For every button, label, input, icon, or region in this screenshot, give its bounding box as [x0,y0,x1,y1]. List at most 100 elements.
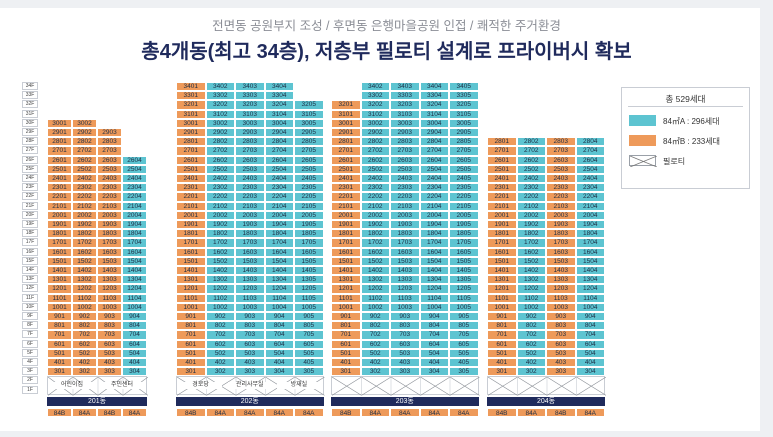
pilotis-facility-label: 경로당 [179,382,223,390]
unit-cell: 1604 [575,247,605,257]
unit-cell: 504 [419,348,449,358]
unit-cell: 1104 [122,293,147,303]
unit-cell: 3001 [47,118,72,128]
unit-cell: 3101 [331,109,361,119]
unit-cell: 502 [360,348,390,358]
unit-cell: 2402 [72,174,97,184]
unit-cell: 1804 [419,229,449,239]
unit-cell: 401 [47,358,72,368]
unit-cell: 801 [47,321,72,331]
unit-cell: 1904 [264,220,294,230]
unit-cell: 1804 [575,229,605,239]
unit-cell: 1602 [516,247,546,257]
unit-cell: 2801 [487,137,517,147]
unit-cell: 3402 [205,82,235,92]
unit-cell: 805 [449,321,479,331]
scrollbar-area[interactable] [760,0,773,437]
floor-label: 3F [22,367,38,376]
unit-cell: 301 [176,367,206,377]
unit-cell: 1704 [264,238,294,248]
unit-cell: 1201 [487,284,517,294]
unit-cell: 801 [176,321,206,331]
unit-cell: 2501 [47,164,72,174]
floor-label: 4F [22,358,38,366]
unit-cell: 1904 [122,220,147,230]
unit-cell: 402 [205,358,235,368]
unit-cell: 903 [97,312,122,322]
unit-cell: 2103 [390,201,420,211]
unit-type-cell: 84A [360,407,390,417]
unit-cell: 405 [449,358,479,368]
unit-cell: 1402 [360,266,390,276]
legend-swatch-pilotis [629,155,657,167]
floor-label: 1F [22,385,38,394]
unit-cell: 2005 [449,210,479,220]
unit-cell: 1004 [122,302,147,312]
unit-cell: 404 [122,358,147,368]
unit-cell: 705 [449,330,479,340]
unit-cell: 1205 [294,284,324,294]
unit-cell: 2102 [360,201,390,211]
unit-cell: 1304 [122,275,147,285]
unit-cell: 1403 [390,266,420,276]
unit-cell: 505 [449,348,479,358]
unit-cell: 503 [97,348,122,358]
unit-cell: 402 [72,358,97,368]
unit-cell: 2704 [419,146,449,156]
unit-cell: 3005 [294,118,324,128]
unit-cell: 2702 [205,146,235,156]
unit-cell: 703 [235,330,265,340]
unit-cell: 1101 [176,293,206,303]
unit-cell: 1101 [47,293,72,303]
unit-cell: 2404 [575,174,605,184]
unit-cell: 3003 [390,118,420,128]
unit-cell: 2903 [235,128,265,138]
unit-cell: 601 [47,339,72,349]
unit-cell: 2201 [176,192,206,202]
unit-cell: 804 [575,321,605,331]
unit-cell: 1905 [294,220,324,230]
unit-cell: 902 [72,312,97,322]
floor-label: 14F [22,266,38,274]
unit-cell: 1601 [176,247,206,257]
unit-cell: 1804 [264,229,294,239]
unit-cell: 303 [390,367,420,377]
unit-cell: 2702 [516,146,546,156]
unit-cell: 702 [516,330,546,340]
unit-cell: 2403 [97,174,122,184]
unit-type-cell: 84B [487,407,517,417]
unit-cell: 304 [122,367,147,377]
unit-cell: 1204 [264,284,294,294]
unit-cell: 2803 [390,137,420,147]
page-subtitle: 전면동 공원부지 조성 / 후면동 은행마을공원 인접 / 쾌적한 주거환경 [212,19,561,33]
unit-cell: 2405 [294,174,324,184]
floor-label: 11F [22,293,38,302]
unit-cell: 904 [575,312,605,322]
unit-type-cell: 84A [419,407,449,417]
unit-cell: 1801 [331,229,361,239]
unit-cell: 2305 [449,183,479,193]
unit-cell: 1603 [390,247,420,257]
unit-cell: 2801 [176,137,206,147]
unit-cell: 2205 [294,192,324,202]
unit-cell: 2903 [97,128,122,138]
unit-cell: 1201 [176,284,206,294]
legend-label-84a: 84㎡A : 296세대 [663,117,720,126]
floor-label: 27F [22,146,38,155]
unit-cell: 1704 [419,238,449,248]
unit-cell: 1101 [331,293,361,303]
unit-cell: 3203 [235,100,265,110]
unit-cell: 2002 [360,210,390,220]
unit-cell: 1004 [419,302,449,312]
unit-cell: 1001 [331,302,361,312]
floor-label: 9F [22,312,38,320]
unit-cell: 2703 [235,146,265,156]
unit-cell: 1405 [449,266,479,276]
unit-cell: 1601 [487,247,517,257]
unit-cell: 2202 [72,192,97,202]
unit-cell: 1401 [176,266,206,276]
unit-cell: 1905 [449,220,479,230]
unit-cell: 2203 [390,192,420,202]
unit-cell: 2704 [264,146,294,156]
unit-cell: 903 [235,312,265,322]
